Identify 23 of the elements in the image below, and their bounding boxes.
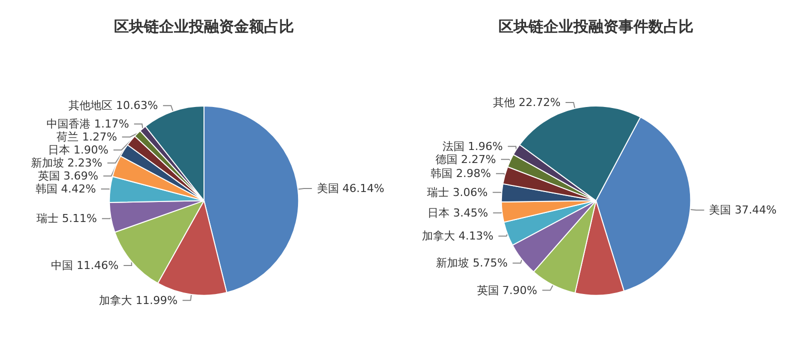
slice-label: 其他地区 10.63% [68, 99, 158, 112]
slice-label: 法国 1.96% [442, 140, 503, 153]
slice-label: 新加坡 5.75% [436, 256, 508, 270]
slice-label: 德国 2.27% [436, 152, 496, 166]
slice-label: 荷兰 1.27% [56, 130, 118, 144]
slice-label: 英国 3.69% [38, 169, 98, 182]
slice-label: 中国香港 1.17% [46, 117, 130, 130]
chart-title: 区块链企业投融资事件数占比 [498, 18, 694, 36]
slice-label: 瑞士 5.11% [36, 212, 97, 226]
slice-label: 加拿大 4.13% [422, 230, 494, 243]
slice-label: 中国 11.46% [51, 259, 119, 272]
slice-label: 新加坡 2.23% [30, 156, 102, 170]
slice-label: 韩国 4.42% [36, 182, 96, 196]
slice-label: 英国 7.90% [476, 284, 538, 297]
slice-label: 加拿大 11.99% [99, 294, 178, 307]
slice-label: 日本 1.90% [48, 143, 108, 156]
slice-label: 瑞士 3.06% [427, 186, 488, 199]
slice-label: 韩国 2.98% [430, 167, 491, 180]
slice-label: 其他 22.72% [493, 96, 561, 110]
chart-title: 区块链企业投融资金额占比 [114, 18, 294, 36]
slice-label: 美国 46.14% [316, 182, 384, 195]
slice-label: 日本 3.45% [428, 206, 488, 220]
slice-label: 美国 37.44% [709, 204, 777, 217]
